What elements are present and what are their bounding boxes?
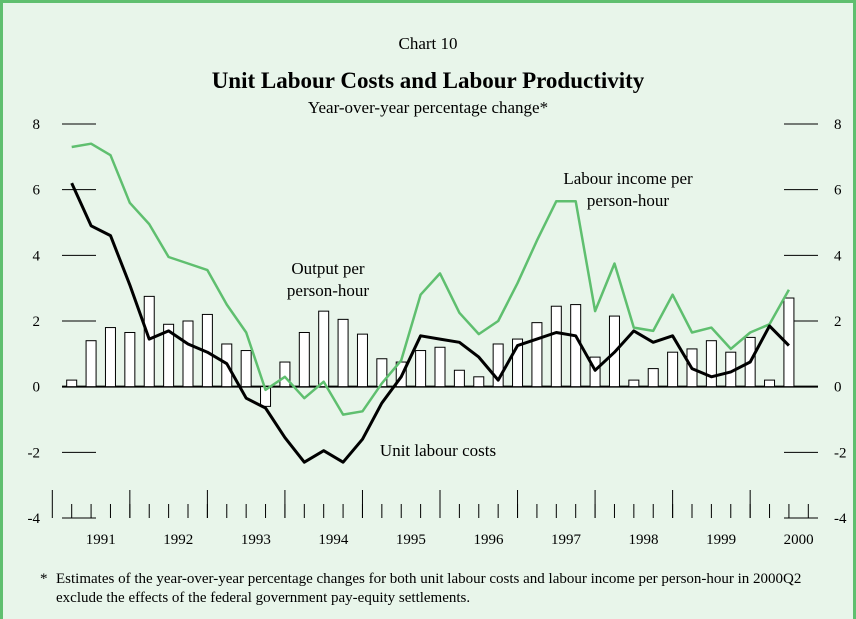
- output-bar: [473, 376, 485, 388]
- output-bar: [279, 361, 291, 388]
- series-label: Output per: [291, 259, 365, 278]
- year-label: 1994: [318, 532, 349, 548]
- y-tick-label-left: 2: [33, 314, 41, 330]
- chart-number: Chart 10: [398, 34, 458, 53]
- output-bar: [764, 379, 776, 388]
- output-bar: [337, 318, 349, 388]
- output-bar: [143, 295, 155, 388]
- chart-title: Unit Labour Costs and Labour Productivit…: [211, 68, 645, 93]
- year-label: 2000: [784, 532, 814, 548]
- y-tick-label-right: 2: [834, 314, 842, 330]
- output-bar: [453, 369, 465, 388]
- output-bar: [512, 338, 524, 388]
- output-bar: [434, 346, 446, 388]
- footnote-text: Estimates of the year-over-year percenta…: [56, 571, 802, 606]
- series-label: Labour income per: [563, 169, 693, 188]
- y-tick-label-right: -4: [834, 511, 847, 527]
- year-label: 1998: [629, 532, 659, 548]
- y-tick-label-right: 8: [834, 117, 842, 133]
- footnote-marker: *: [40, 571, 48, 587]
- output-bar: [124, 331, 136, 388]
- output-bar: [163, 323, 175, 388]
- output-bar: [531, 322, 543, 388]
- year-label: 1996: [473, 532, 504, 548]
- y-tick-label-left: 8: [33, 117, 41, 133]
- output-bar: [298, 331, 310, 388]
- output-bar: [415, 350, 427, 388]
- output-bar: [705, 340, 717, 388]
- year-label: 1992: [163, 532, 193, 548]
- y-tick-label-right: 6: [834, 183, 842, 199]
- output-bar: [182, 320, 194, 388]
- chart-subtitle: Year-over-year percentage change*: [307, 98, 549, 117]
- labour-income-line: [71, 142, 790, 416]
- output-bar: [104, 327, 116, 388]
- output-bar: [570, 304, 582, 388]
- output-bar: [85, 340, 97, 388]
- y-tick-label-left: -4: [28, 511, 41, 527]
- year-label: 1991: [86, 532, 116, 548]
- output-bar: [647, 368, 659, 388]
- y-tick-label-right: 4: [834, 248, 842, 264]
- output-bar: [240, 350, 252, 388]
- output-bar: [318, 310, 330, 388]
- year-label: 1995: [396, 532, 426, 548]
- output-bar: [550, 305, 562, 388]
- y-tick-label-left: 6: [33, 183, 41, 199]
- y-tick-label-right: 0: [834, 380, 842, 396]
- output-bar: [628, 379, 640, 388]
- unit-labour-costs-line: [70, 182, 790, 464]
- year-label: 1999: [706, 532, 736, 548]
- y-tick-label-right: -2: [834, 445, 847, 461]
- output-bar: [356, 333, 368, 388]
- output-bar: [66, 379, 78, 388]
- output-bar: [376, 358, 388, 388]
- series-label: person-hour: [587, 191, 669, 210]
- output-bar: [667, 351, 679, 388]
- series-label: Unit labour costs: [380, 441, 496, 460]
- series-label: person-hour: [287, 281, 369, 300]
- y-tick-label-left: -2: [28, 445, 41, 461]
- year-label: 1993: [241, 532, 271, 548]
- output-bar: [589, 356, 601, 388]
- year-label: 1997: [551, 532, 582, 548]
- y-tick-label-left: 4: [33, 248, 41, 264]
- y-tick-label-left: 0: [33, 380, 41, 396]
- output-bar: [492, 343, 504, 388]
